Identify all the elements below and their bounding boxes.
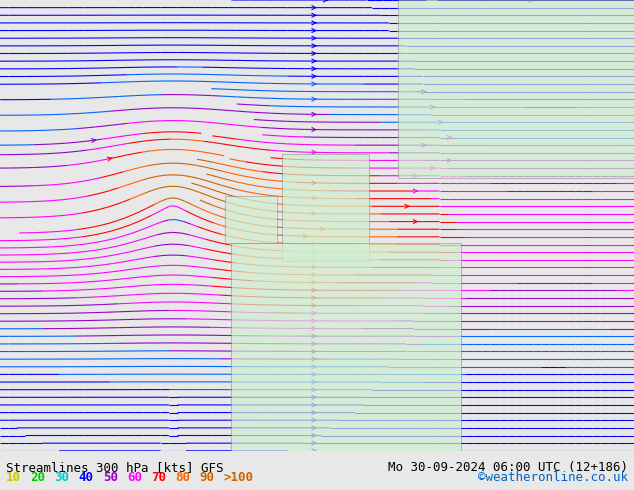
Text: 70: 70 <box>151 471 166 484</box>
Text: 10: 10 <box>6 471 22 484</box>
FancyArrowPatch shape <box>312 127 316 131</box>
FancyArrowPatch shape <box>312 281 316 284</box>
FancyArrowPatch shape <box>312 395 316 399</box>
Text: 30: 30 <box>55 471 70 484</box>
FancyArrowPatch shape <box>312 349 316 353</box>
FancyArrowPatch shape <box>312 380 316 384</box>
Text: 50: 50 <box>103 471 118 484</box>
FancyArrowPatch shape <box>413 174 417 178</box>
Polygon shape <box>398 0 634 178</box>
Polygon shape <box>282 154 369 261</box>
Polygon shape <box>225 196 276 243</box>
Text: 40: 40 <box>79 471 94 484</box>
FancyArrowPatch shape <box>312 6 316 10</box>
FancyArrowPatch shape <box>312 21 316 25</box>
FancyArrowPatch shape <box>312 388 316 392</box>
Text: 90: 90 <box>199 471 214 484</box>
FancyArrowPatch shape <box>312 296 316 300</box>
FancyArrowPatch shape <box>312 97 316 101</box>
FancyArrowPatch shape <box>312 112 316 116</box>
FancyArrowPatch shape <box>312 13 316 17</box>
FancyArrowPatch shape <box>312 441 316 445</box>
FancyArrowPatch shape <box>312 311 316 315</box>
FancyArrowPatch shape <box>312 334 316 338</box>
FancyArrowPatch shape <box>312 36 316 40</box>
FancyArrowPatch shape <box>320 227 325 231</box>
Text: 80: 80 <box>175 471 190 484</box>
FancyArrowPatch shape <box>312 258 316 261</box>
FancyArrowPatch shape <box>312 411 316 415</box>
FancyArrowPatch shape <box>107 157 112 161</box>
FancyArrowPatch shape <box>312 196 316 200</box>
FancyArrowPatch shape <box>312 74 316 78</box>
FancyArrowPatch shape <box>312 357 316 361</box>
Text: Streamlines 300 hPa [kts] GFS: Streamlines 300 hPa [kts] GFS <box>6 461 224 474</box>
Polygon shape <box>231 243 461 451</box>
FancyArrowPatch shape <box>312 250 316 254</box>
FancyArrowPatch shape <box>447 158 451 162</box>
FancyArrowPatch shape <box>312 403 316 407</box>
FancyArrowPatch shape <box>413 189 417 193</box>
FancyArrowPatch shape <box>312 426 316 430</box>
FancyArrowPatch shape <box>91 139 96 143</box>
FancyArrowPatch shape <box>312 265 316 269</box>
FancyArrowPatch shape <box>422 90 426 94</box>
FancyArrowPatch shape <box>312 51 316 55</box>
FancyArrowPatch shape <box>529 0 533 2</box>
Text: >100: >100 <box>223 471 253 484</box>
FancyArrowPatch shape <box>312 212 316 215</box>
FancyArrowPatch shape <box>312 150 316 154</box>
FancyArrowPatch shape <box>312 44 316 48</box>
FancyArrowPatch shape <box>312 342 316 346</box>
FancyArrowPatch shape <box>413 220 417 223</box>
FancyArrowPatch shape <box>312 326 316 330</box>
FancyArrowPatch shape <box>405 204 409 208</box>
FancyArrowPatch shape <box>312 82 316 86</box>
FancyArrowPatch shape <box>312 418 316 422</box>
FancyArrowPatch shape <box>312 449 316 453</box>
Text: 20: 20 <box>30 471 46 484</box>
FancyArrowPatch shape <box>312 181 316 185</box>
Text: 60: 60 <box>127 471 142 484</box>
FancyArrowPatch shape <box>312 304 316 307</box>
FancyArrowPatch shape <box>312 288 316 292</box>
Text: ©weatheronline.co.uk: ©weatheronline.co.uk <box>477 471 628 484</box>
FancyArrowPatch shape <box>312 59 316 63</box>
FancyArrowPatch shape <box>304 234 307 238</box>
FancyArrowPatch shape <box>312 273 316 277</box>
FancyArrowPatch shape <box>312 28 316 32</box>
FancyArrowPatch shape <box>312 319 316 323</box>
FancyArrowPatch shape <box>312 372 316 376</box>
FancyArrowPatch shape <box>323 0 328 2</box>
FancyArrowPatch shape <box>312 365 316 368</box>
FancyArrowPatch shape <box>447 136 451 140</box>
Text: Mo 30-09-2024 06:00 UTC (12+186): Mo 30-09-2024 06:00 UTC (12+186) <box>387 461 628 474</box>
FancyArrowPatch shape <box>312 67 316 71</box>
FancyArrowPatch shape <box>430 166 434 170</box>
FancyArrowPatch shape <box>430 105 434 109</box>
FancyArrowPatch shape <box>439 121 443 124</box>
FancyArrowPatch shape <box>312 434 316 438</box>
FancyArrowPatch shape <box>312 242 316 246</box>
FancyArrowPatch shape <box>422 143 426 147</box>
